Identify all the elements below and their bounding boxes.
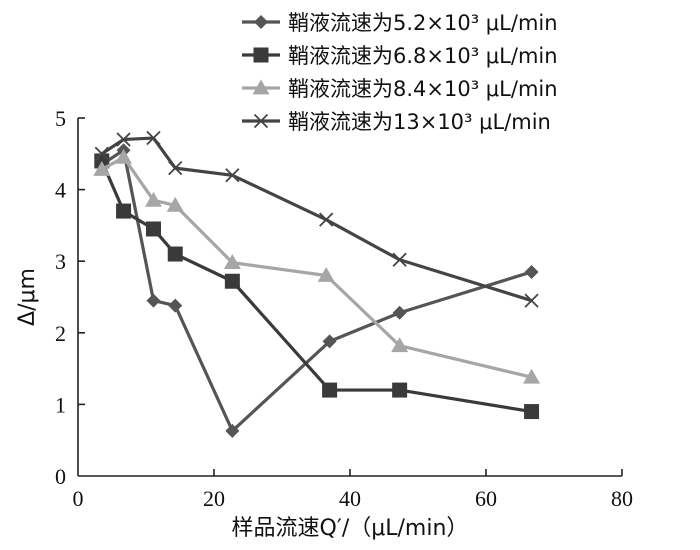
x-axis-title: 样品流速Q′/（μL/min） (232, 516, 469, 541)
triangle-marker (144, 191, 162, 207)
x-marker-stroke (524, 293, 539, 308)
series-line (101, 155, 532, 379)
y-tick-label: 0 (55, 464, 66, 489)
y-tick-label: 1 (55, 392, 66, 417)
diamond-marker (146, 293, 161, 308)
series-4 (94, 130, 539, 308)
series-1 (94, 143, 539, 438)
x-tick-label: 60 (475, 486, 497, 511)
x-tick-label: 40 (339, 486, 361, 511)
series-line (100, 160, 532, 414)
x-marker-stroke (319, 212, 334, 227)
x-marker (168, 160, 183, 176)
x-marker (392, 252, 407, 267)
series-2 (94, 153, 540, 420)
x-marker (116, 132, 131, 147)
diamond-marker (322, 334, 337, 349)
x-marker-stroke (168, 160, 183, 176)
x-marker-stroke (392, 252, 407, 267)
x-marker-stroke (146, 130, 161, 146)
square-marker (167, 246, 183, 262)
y-tick-label: 3 (55, 249, 66, 274)
triangle-marker (391, 337, 409, 353)
triangle-marker (223, 254, 241, 270)
square-marker (224, 273, 240, 289)
triangle-marker (93, 161, 111, 176)
x-tick-label: 0 (73, 486, 84, 511)
diamond-marker (254, 15, 268, 29)
legend-item-2: 鞘液流速为6.8×10³ μL/min (242, 44, 558, 68)
diamond-marker (392, 305, 407, 320)
legend: 鞘液流速为5.2×10³ μL/min 鞘液流速为6.8×10³ μL/min 鞘液… (242, 11, 558, 134)
series-3 (93, 148, 541, 384)
x-marker (319, 212, 334, 227)
square-marker (524, 404, 540, 420)
x-marker-stroke (94, 146, 109, 161)
triangle-marker (166, 196, 184, 212)
triangle-marker (317, 267, 335, 282)
diamond-marker (524, 264, 539, 279)
y-tick-label: 4 (55, 178, 66, 203)
x-marker-stroke (225, 168, 240, 183)
legend-item-4: 鞘液流速为13×10³ μL/min (242, 110, 551, 134)
x-marker (94, 146, 109, 161)
triangle-marker (115, 148, 133, 164)
x-marker-stroke (253, 113, 269, 129)
diamond-marker (168, 298, 183, 313)
y-tick-label: 5 (55, 106, 66, 131)
y-axis-title: Δ/μm (15, 268, 40, 326)
x-marker-stroke (116, 132, 131, 147)
axes: 0 20 40 60 80 0 1 2 3 4 5 样品流速Q′/（μL/min） Δ/μm (15, 106, 633, 541)
legend-item-1: 鞘液流速为5.2×10³ μL/min (242, 11, 558, 35)
square-marker (392, 382, 408, 398)
x-marker (146, 130, 161, 146)
square-marker (145, 221, 161, 237)
legend-label: 鞘液流速为6.8×10³ μL/min (288, 44, 558, 68)
x-marker (524, 293, 539, 308)
legend-label: 鞘液流速为13×10³ μL/min (288, 110, 551, 134)
diamond-marker (225, 423, 240, 438)
triangle-marker (252, 79, 270, 95)
x-marker (253, 113, 269, 129)
series-line (100, 136, 533, 303)
series-layer (93, 130, 541, 438)
legend-label: 鞘液流速为5.2×10³ μL/min (288, 11, 558, 35)
x-tick-label: 20 (203, 486, 225, 511)
y-tick-label: 2 (55, 321, 66, 346)
triangle-marker (523, 368, 541, 384)
legend-item-3: 鞘液流速为8.4×10³ μL/min (242, 77, 558, 101)
x-tick-label: 80 (611, 486, 633, 511)
square-marker (116, 203, 132, 219)
series-line (100, 148, 533, 433)
square-marker (253, 47, 269, 63)
square-marker (322, 382, 338, 398)
legend-label: 鞘液流速为8.4×10³ μL/min (288, 77, 558, 101)
x-marker (225, 168, 240, 183)
